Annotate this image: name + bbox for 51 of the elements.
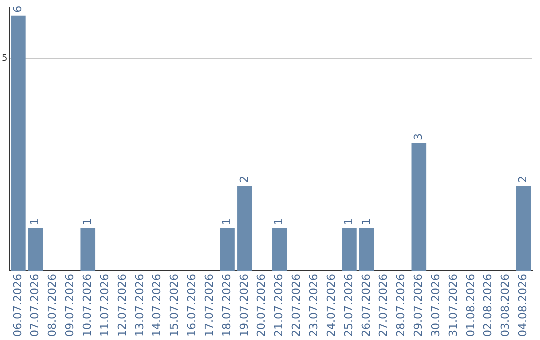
x-tick-label: 30.07.2026 (429, 274, 442, 338)
data-label: 2 (238, 176, 251, 183)
x-tick-label: 31.07.2026 (446, 274, 460, 338)
bar (516, 186, 532, 272)
x-tick-label: 24.07.2026 (324, 274, 338, 338)
x-tick-label: 15.07.2026 (168, 274, 182, 338)
bar (238, 186, 252, 272)
x-tick-label: 01.08.2026 (464, 274, 478, 338)
x-tick-label: 13.07.2026 (133, 274, 146, 338)
x-tick-label: 12.07.2026 (116, 274, 129, 338)
data-label: 2 (516, 176, 530, 183)
x-tick-label: 08.07.2026 (46, 274, 60, 338)
x-tick-label: 03.08.2026 (499, 274, 512, 338)
x-tick-label: 21.07.2026 (272, 274, 286, 338)
x-tick-label: 10.07.2026 (80, 274, 94, 338)
data-label: 3 (412, 133, 426, 140)
bar (80, 228, 96, 272)
x-tick-label: 25.07.2026 (342, 274, 356, 338)
x-tick-label: 09.07.2026 (64, 274, 77, 338)
x-tick-label: 20.07.2026 (255, 274, 268, 338)
data-label: 1 (80, 218, 94, 226)
data-label: 1 (272, 218, 286, 226)
x-tick-label: 06.07.2026 (11, 274, 24, 338)
x-tick-label: 28.07.2026 (394, 274, 408, 338)
x-tick-label: 07.07.2026 (28, 274, 42, 338)
x-tick-label: 02.08.2026 (482, 274, 495, 338)
x-tick-label: 17.07.2026 (202, 274, 216, 338)
bar (28, 228, 44, 272)
x-tick-label: 29.07.2026 (412, 274, 426, 338)
x-tick-label: 04.08.2026 (516, 274, 530, 338)
x-tick-label: 11.07.2026 (98, 274, 112, 338)
data-label: 1 (342, 218, 356, 226)
x-tick-label: 16.07.2026 (186, 274, 199, 338)
bar (11, 16, 26, 272)
bar (272, 228, 288, 272)
bar (220, 228, 235, 272)
bar (359, 228, 374, 272)
x-tick-label: 18.07.2026 (220, 274, 234, 338)
x-tick-label: 27.07.2026 (377, 274, 390, 338)
data-label: 1 (28, 218, 42, 226)
bar (342, 228, 357, 272)
data-label: 1 (360, 218, 373, 226)
x-tick-label: 26.07.2026 (360, 274, 373, 338)
y-tick-label: 5 (2, 54, 8, 64)
data-label: 6 (11, 6, 24, 13)
x-tick-label: 23.07.2026 (307, 274, 320, 338)
bar (412, 143, 427, 272)
data-label: 1 (220, 218, 234, 226)
x-tick-label: 14.07.2026 (150, 274, 164, 338)
x-tick-label: 19.07.2026 (238, 274, 251, 338)
x-tick-label: 22.07.2026 (290, 274, 304, 338)
